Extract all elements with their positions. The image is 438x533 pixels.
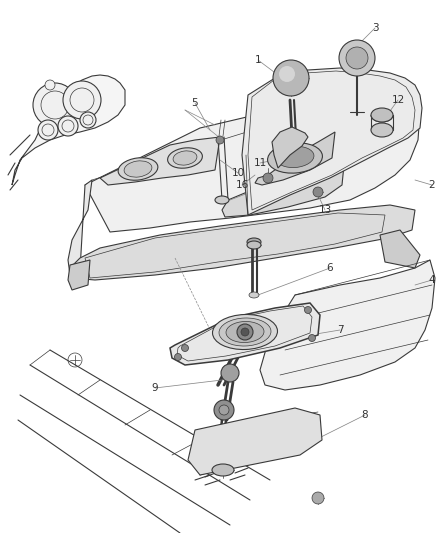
Circle shape xyxy=(263,173,273,183)
Circle shape xyxy=(45,80,55,90)
Text: 5: 5 xyxy=(192,98,198,108)
Text: 6: 6 xyxy=(327,263,333,273)
Circle shape xyxy=(216,136,224,144)
Polygon shape xyxy=(70,205,415,280)
Circle shape xyxy=(33,83,77,127)
Circle shape xyxy=(279,66,295,82)
Ellipse shape xyxy=(173,151,197,165)
Circle shape xyxy=(221,364,239,382)
Circle shape xyxy=(304,306,311,313)
Ellipse shape xyxy=(247,238,261,246)
Text: 8: 8 xyxy=(362,410,368,420)
Ellipse shape xyxy=(124,161,152,177)
Polygon shape xyxy=(255,132,335,185)
Circle shape xyxy=(346,47,368,69)
Polygon shape xyxy=(272,127,308,168)
Ellipse shape xyxy=(212,464,234,476)
Text: 3: 3 xyxy=(372,23,378,33)
Polygon shape xyxy=(380,230,420,268)
Polygon shape xyxy=(100,137,220,185)
Text: 13: 13 xyxy=(318,205,332,215)
Ellipse shape xyxy=(226,321,264,343)
Circle shape xyxy=(237,324,253,340)
Ellipse shape xyxy=(212,314,278,350)
Text: 2: 2 xyxy=(429,180,435,190)
Circle shape xyxy=(80,112,96,128)
Text: 10: 10 xyxy=(231,168,244,178)
Polygon shape xyxy=(260,260,435,390)
Circle shape xyxy=(181,344,188,351)
Ellipse shape xyxy=(219,318,271,346)
Circle shape xyxy=(58,116,78,136)
Ellipse shape xyxy=(276,147,314,167)
Polygon shape xyxy=(12,75,125,185)
Circle shape xyxy=(312,492,324,504)
Text: 12: 12 xyxy=(392,95,405,105)
Polygon shape xyxy=(68,180,92,275)
Text: 1: 1 xyxy=(254,55,261,65)
Ellipse shape xyxy=(371,108,393,122)
Ellipse shape xyxy=(168,148,202,168)
Circle shape xyxy=(38,120,58,140)
Ellipse shape xyxy=(215,196,229,204)
Circle shape xyxy=(63,81,101,119)
Text: 11: 11 xyxy=(253,158,267,168)
Text: 4: 4 xyxy=(429,275,435,285)
Polygon shape xyxy=(170,303,320,365)
Circle shape xyxy=(241,328,249,336)
Circle shape xyxy=(313,187,323,197)
Ellipse shape xyxy=(118,158,158,180)
Circle shape xyxy=(273,60,309,96)
Polygon shape xyxy=(222,155,345,217)
Circle shape xyxy=(174,353,181,360)
Circle shape xyxy=(219,405,229,415)
Ellipse shape xyxy=(268,143,322,173)
Text: 9: 9 xyxy=(152,383,158,393)
Polygon shape xyxy=(242,68,422,215)
Polygon shape xyxy=(85,95,420,232)
Circle shape xyxy=(214,400,234,420)
Ellipse shape xyxy=(249,292,259,298)
Ellipse shape xyxy=(247,241,261,249)
Circle shape xyxy=(339,40,375,76)
Polygon shape xyxy=(68,260,90,290)
Circle shape xyxy=(308,335,315,342)
Text: 7: 7 xyxy=(337,325,343,335)
Ellipse shape xyxy=(371,123,393,137)
Text: 16: 16 xyxy=(235,180,249,190)
Polygon shape xyxy=(188,408,322,475)
